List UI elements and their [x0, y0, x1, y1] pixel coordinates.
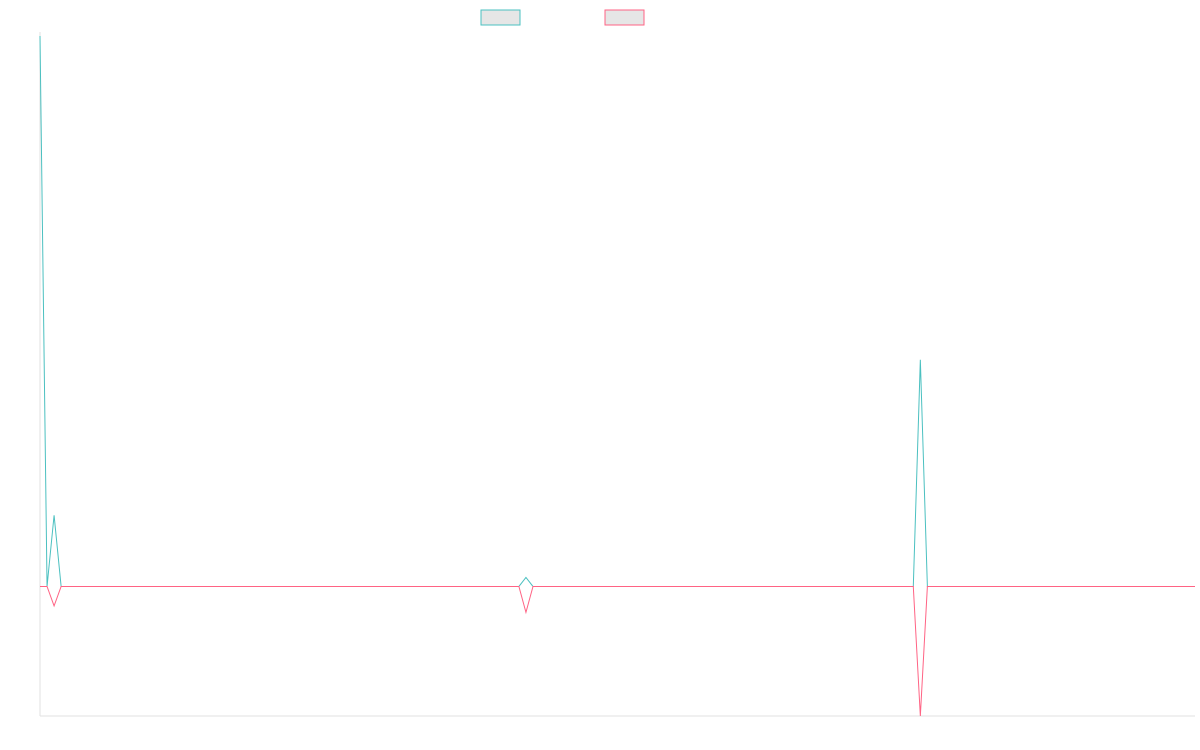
legend-swatch-1[interactable] [480, 9, 521, 26]
series-layer [39, 35, 1195, 717]
series-line-2 [40, 585, 1195, 717]
axes [39, 32, 1195, 717]
legend-swatch-2[interactable] [604, 9, 645, 26]
series-line-1 [39, 35, 1195, 587]
legend[interactable] [480, 9, 645, 26]
